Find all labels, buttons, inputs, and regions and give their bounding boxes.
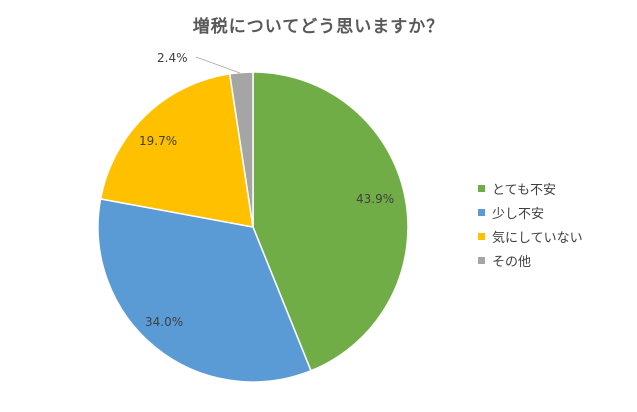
legend-swatch-icon	[478, 208, 485, 216]
legend-label: 気にしていない	[492, 230, 583, 246]
pie-slice-0	[252, 71, 409, 372]
pie-slice-2	[99, 72, 254, 228]
legend-swatch-icon	[478, 184, 485, 192]
legend-item: とても不安	[478, 176, 583, 200]
legend-label: 少し不安	[492, 206, 545, 222]
data-label-0: 43.9%	[356, 192, 394, 206]
legend-item: 少し不安	[478, 200, 583, 224]
legend-item: 気にしていない	[478, 224, 583, 248]
pie-slices	[97, 71, 409, 383]
legend-item: その他	[478, 248, 583, 272]
legend-swatch-icon	[478, 232, 485, 240]
leader-line	[195, 56, 241, 74]
pie-slice-1	[97, 198, 312, 383]
legend-swatch-icon	[478, 256, 485, 264]
legend-label: その他	[492, 254, 532, 270]
pie-slice-3	[228, 71, 254, 228]
data-label-3: 2.4%	[157, 51, 188, 65]
chart-title: 増税についてどう思いますか？	[192, 17, 445, 37]
legend: とても不安 少し不安 気にしていない その他	[478, 176, 583, 272]
legend-label: とても不安	[492, 182, 556, 198]
data-label-1: 34.0%	[145, 315, 183, 329]
data-label-2: 19.7%	[139, 134, 177, 148]
